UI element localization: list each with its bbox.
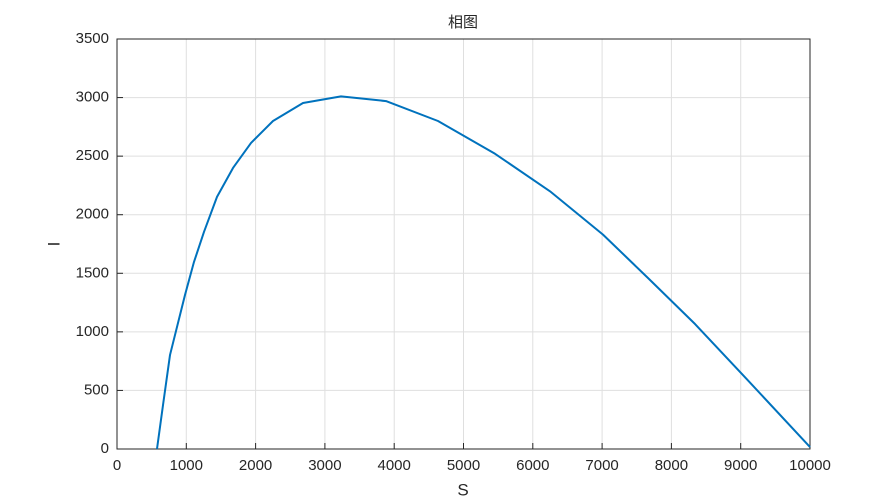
y-tick-label: 2000	[76, 206, 109, 223]
y-tick-label: 3000	[76, 89, 109, 106]
x-tick-label: 0	[113, 457, 121, 474]
y-tick-label: 500	[84, 381, 109, 398]
x-tick-label: 7000	[585, 457, 618, 474]
x-tick-label: 8000	[655, 457, 688, 474]
chart-title: 相图	[448, 14, 478, 31]
x-tick-label: 3000	[308, 457, 341, 474]
x-tick-label: 9000	[724, 457, 757, 474]
x-tick-label: 2000	[239, 457, 272, 474]
x-tick-label: 4000	[378, 457, 411, 474]
y-tick-label: 0	[101, 440, 109, 457]
plot-frame	[116, 38, 811, 450]
y-tick-label: 1500	[76, 264, 109, 281]
x-tick-label: 6000	[516, 457, 549, 474]
y-axis-label: I	[44, 242, 63, 247]
x-tick-label: 5000	[447, 457, 480, 474]
x-axis-label: S	[457, 480, 468, 499]
data-line	[155, 95, 811, 450]
y-tick-label: 2500	[76, 147, 109, 164]
y-tick-label: 1000	[76, 323, 109, 340]
x-tick-label: 1000	[170, 457, 203, 474]
y-tick-label: 3500	[76, 30, 109, 47]
x-tick-label: 10000	[789, 457, 831, 474]
